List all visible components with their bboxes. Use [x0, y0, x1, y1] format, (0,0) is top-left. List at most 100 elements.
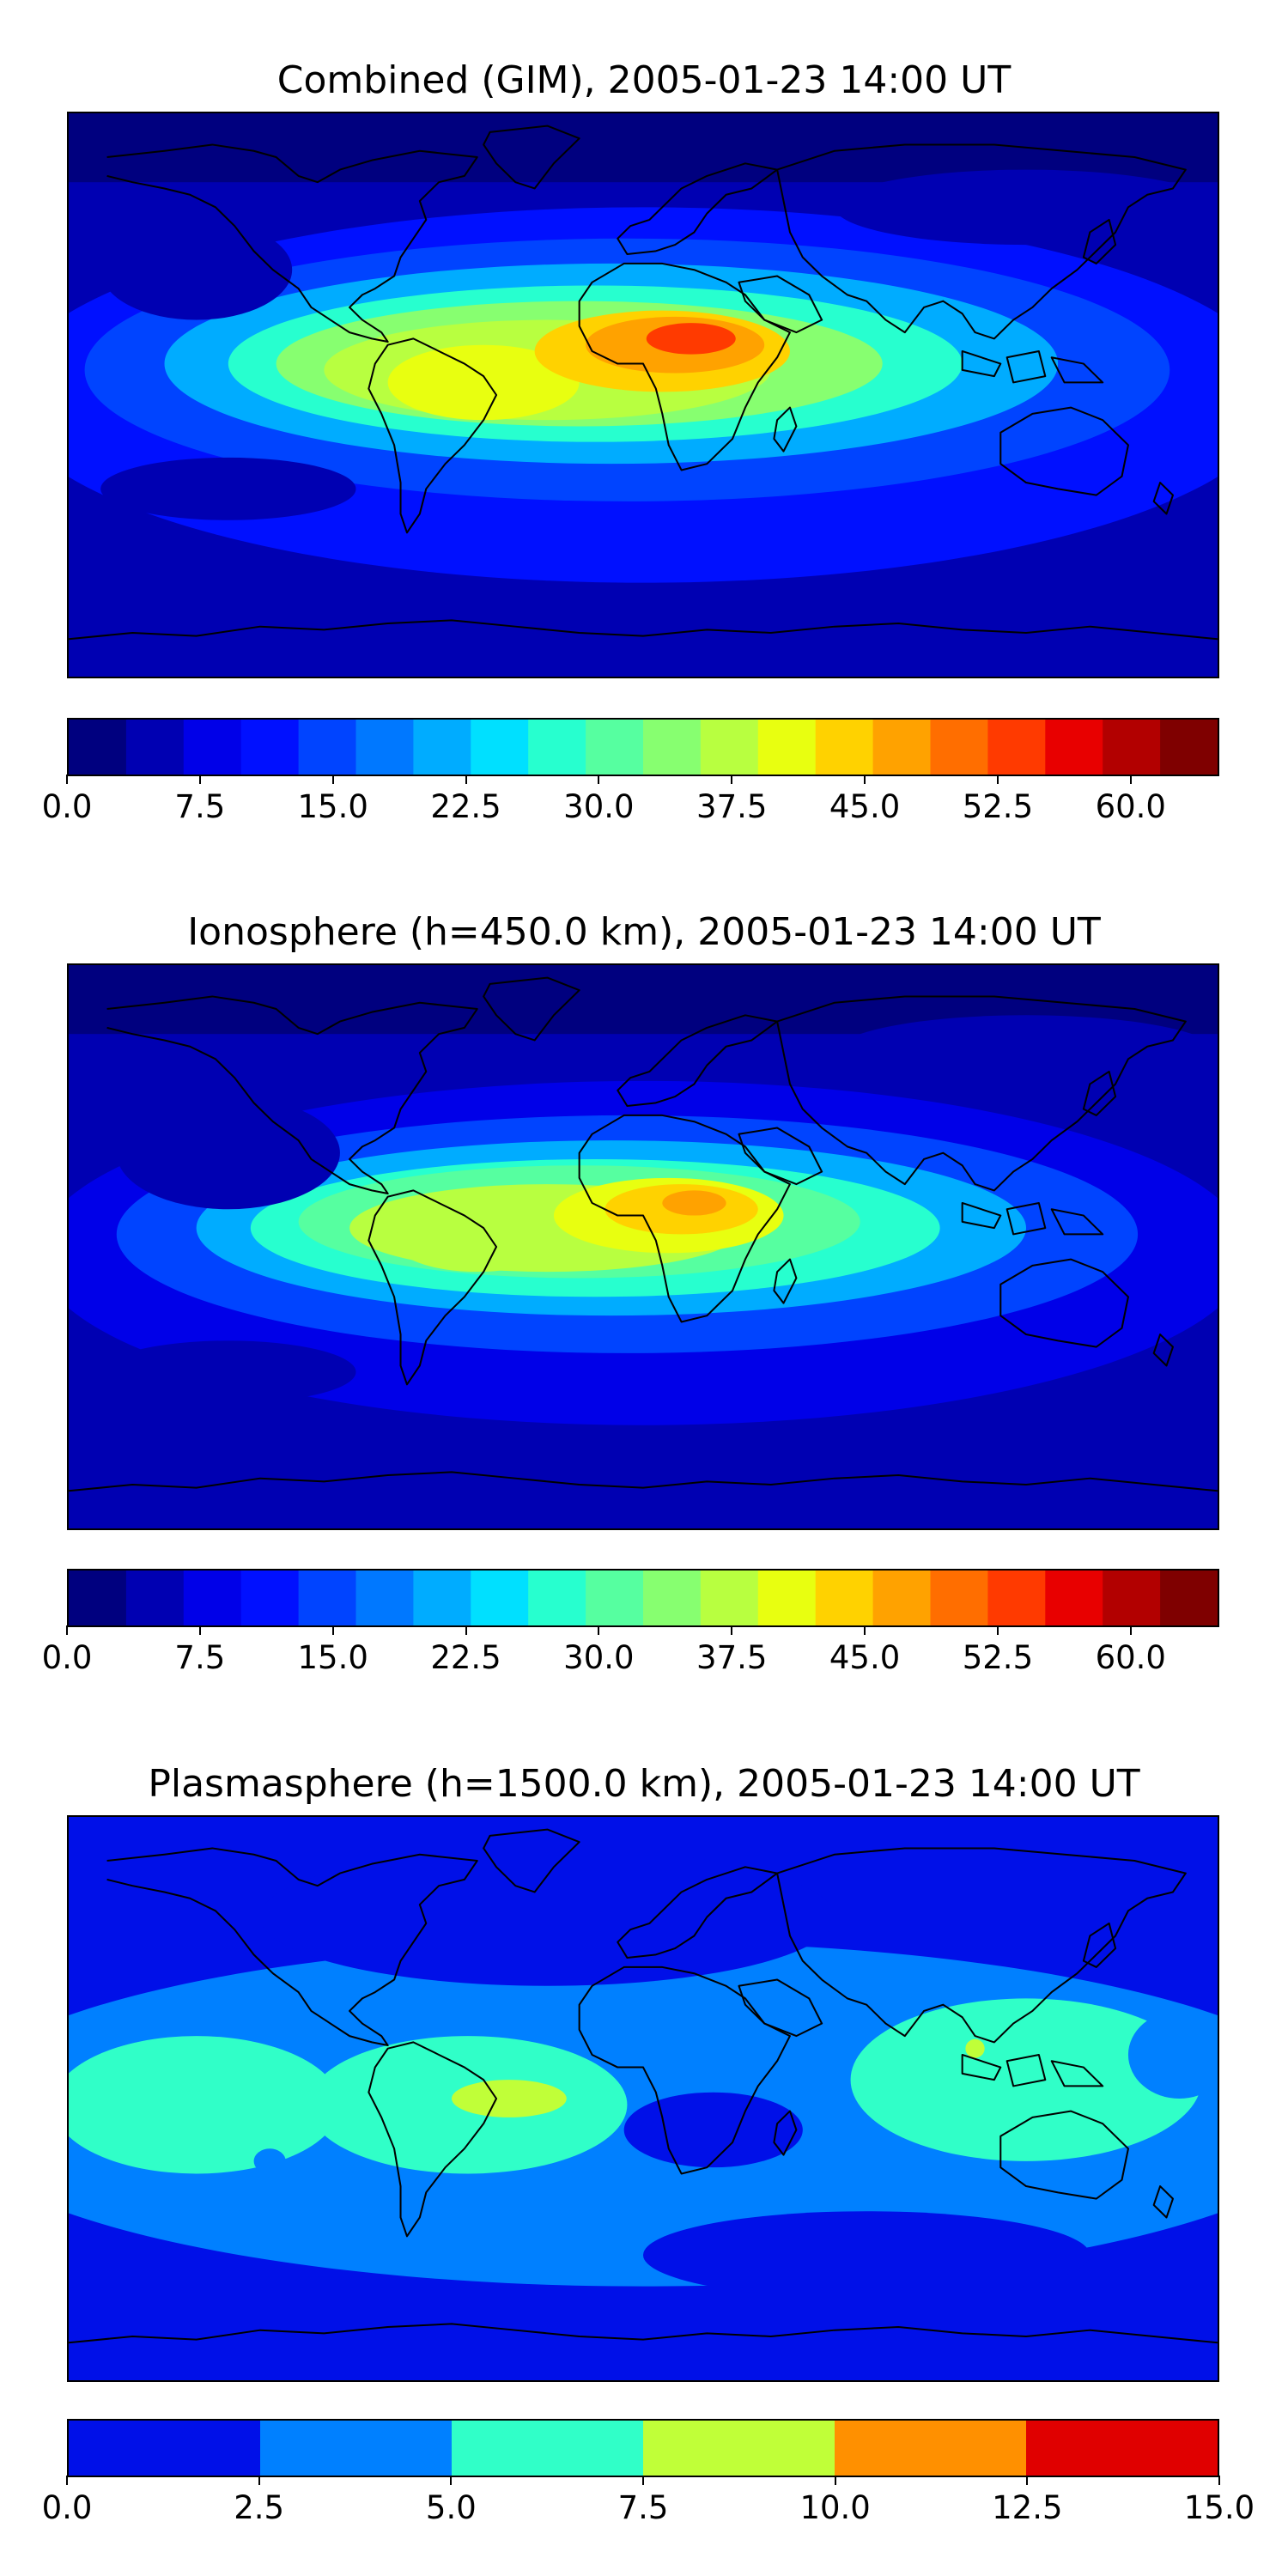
colorbar-tick-label: 52.5 — [962, 788, 1034, 825]
colorbar-segment — [183, 720, 242, 775]
colorbar-tick-label: 0.0 — [41, 2489, 93, 2526]
colorbar-tick-label: 0.0 — [41, 1639, 93, 1676]
colorbar-segment — [298, 720, 357, 775]
contour-region — [100, 1340, 356, 1404]
colorbar-segment — [1160, 720, 1218, 775]
colorbar-tick-label: 7.5 — [174, 788, 226, 825]
colorbar-segment — [260, 2421, 453, 2476]
colorbar-tick-label: 15.0 — [297, 1639, 368, 1676]
colorbar-segment — [835, 2421, 1027, 2476]
panel-3-contour-plot — [69, 1817, 1218, 2380]
colorbar-tick-label: 15.0 — [297, 788, 368, 825]
contour-region — [116, 1097, 340, 1210]
colorbar-tick-mark — [66, 2476, 68, 2485]
colorbar-tick-mark — [996, 775, 999, 784]
colorbar-tick-mark — [864, 775, 866, 784]
colorbar-segment — [355, 1571, 415, 1625]
colorbar-tick-mark — [864, 1625, 866, 1635]
colorbar-segment — [815, 720, 874, 775]
colorbar-segment — [240, 1571, 300, 1625]
colorbar-tick-mark — [598, 775, 600, 784]
contour-region — [100, 457, 356, 520]
colorbar-segment — [125, 1571, 185, 1625]
panel-2-contour-plot — [69, 965, 1218, 1528]
contour-region — [387, 344, 580, 421]
colorbar-segment — [528, 1571, 586, 1625]
colorbar-segment — [700, 720, 759, 775]
contour-region — [646, 323, 736, 355]
colorbar-tick-mark — [465, 1625, 467, 1635]
contour-region — [260, 1848, 835, 1986]
colorbar-segment — [298, 1571, 357, 1625]
colorbar-segment — [1045, 1571, 1103, 1625]
colorbar-segment — [355, 720, 415, 775]
colorbar-segment — [643, 1571, 702, 1625]
contour-region — [643, 2211, 1091, 2300]
colorbar-tick-label: 22.5 — [430, 1639, 501, 1676]
contour-region — [835, 1015, 1218, 1091]
panel-1-contour-plot — [69, 113, 1218, 677]
colorbar-segment — [452, 2421, 644, 2476]
colorbar-tick-mark — [198, 775, 201, 784]
panel-2-colorbar — [67, 1569, 1219, 1627]
contour-region — [662, 1190, 726, 1216]
colorbar-tick-mark — [1129, 775, 1132, 784]
contour-region — [1127, 2010, 1218, 2099]
colorbar-tick-mark — [1218, 2476, 1220, 2485]
colorbar-tick-label: 15.0 — [1183, 2489, 1255, 2526]
colorbar-segment — [413, 1571, 471, 1625]
colorbar-tick-mark — [331, 775, 334, 784]
colorbar-tick-label: 37.5 — [696, 788, 768, 825]
colorbar-tick-label: 22.5 — [430, 788, 501, 825]
colorbar-segment — [240, 720, 300, 775]
colorbar-tick-mark — [66, 1625, 68, 1635]
colorbar-segment — [586, 720, 644, 775]
colorbar-segment — [1045, 720, 1103, 775]
colorbar-segment — [125, 720, 185, 775]
panel-3-title: Plasmasphere (h=1500.0 km), 2005-01-23 1… — [148, 1762, 1140, 1806]
colorbar-tick-label: 45.0 — [829, 1639, 901, 1676]
colorbar-segment — [528, 720, 586, 775]
contour-region — [100, 219, 293, 320]
colorbar-tick-mark — [331, 1625, 334, 1635]
colorbar-segment — [471, 1571, 529, 1625]
colorbar-tick-label: 12.5 — [992, 2489, 1063, 2526]
colorbar-segment — [757, 720, 817, 775]
colorbar-tick-mark — [465, 775, 467, 784]
colorbar-segment — [69, 1571, 127, 1625]
colorbar-tick-label: 7.5 — [174, 1639, 226, 1676]
colorbar-segment — [987, 1571, 1046, 1625]
panel-3-colorbar — [67, 2419, 1219, 2477]
colorbar-segment — [1103, 720, 1161, 775]
colorbar-segment — [1103, 1571, 1161, 1625]
contour-region — [69, 2036, 340, 2174]
panel-1-map — [67, 112, 1219, 678]
colorbar-tick-label: 5.0 — [425, 2489, 477, 2526]
colorbar-segment — [586, 1571, 644, 1625]
colorbar-segment — [757, 1571, 817, 1625]
contour-region — [850, 1998, 1202, 2161]
colorbar-tick-mark — [66, 775, 68, 784]
colorbar-tick-label: 60.0 — [1095, 1639, 1166, 1676]
contour-region — [394, 1209, 561, 1273]
colorbar-tick-mark — [834, 2476, 836, 2485]
colorbar-tick-mark — [1026, 2476, 1029, 2485]
panel-2-map — [67, 963, 1219, 1530]
colorbar-tick-mark — [258, 2476, 260, 2485]
colorbar-segment — [930, 720, 989, 775]
colorbar-segment — [700, 1571, 759, 1625]
colorbar-tick-mark — [731, 775, 733, 784]
colorbar-tick-label: 2.5 — [234, 2489, 285, 2526]
colorbar-segment — [413, 720, 471, 775]
colorbar-tick-mark — [598, 1625, 600, 1635]
colorbar-tick-label: 37.5 — [696, 1639, 768, 1676]
colorbar-segment — [69, 2421, 261, 2476]
colorbar-segment — [1160, 1571, 1218, 1625]
colorbar-segment — [815, 1571, 874, 1625]
colorbar-segment — [183, 1571, 242, 1625]
colorbar-segment — [872, 1571, 932, 1625]
panel-1-colorbar — [67, 718, 1219, 776]
contour-region — [835, 169, 1218, 246]
contour-region — [965, 2038, 985, 2058]
colorbar-tick-label: 45.0 — [829, 788, 901, 825]
